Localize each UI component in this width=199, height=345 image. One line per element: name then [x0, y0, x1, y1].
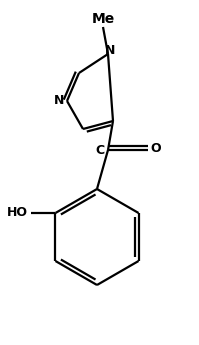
Text: N: N — [105, 43, 115, 57]
Text: N: N — [54, 95, 64, 108]
Text: O: O — [151, 141, 161, 155]
Text: C: C — [96, 144, 104, 157]
Text: Me: Me — [91, 12, 115, 26]
Text: HO: HO — [7, 207, 28, 219]
